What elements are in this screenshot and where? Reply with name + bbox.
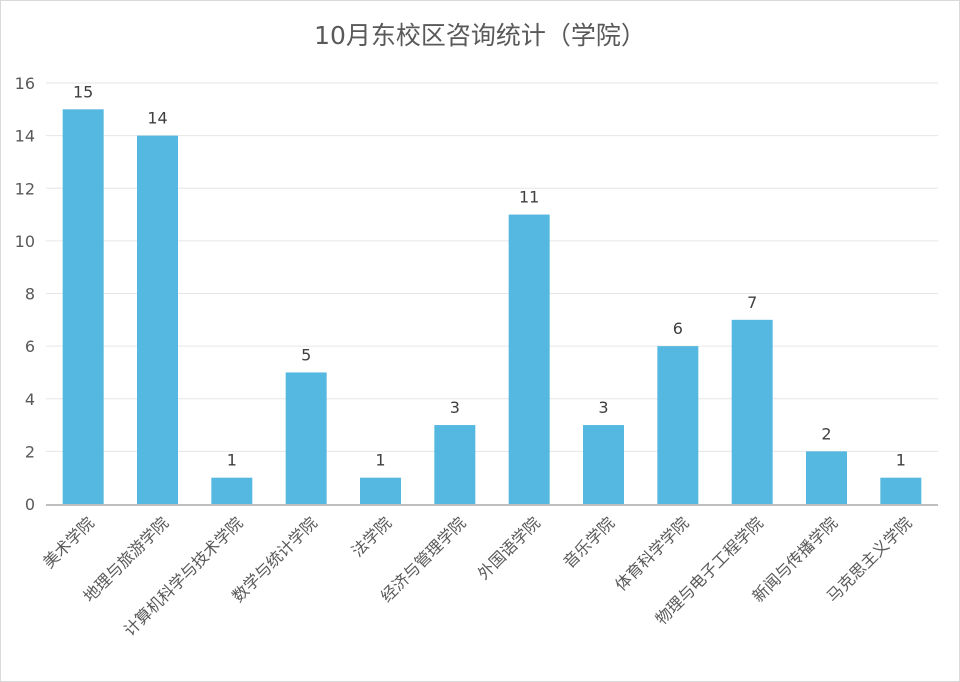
data-label: 1 bbox=[896, 451, 906, 470]
chart-title: 10月东校区咨询统计（学院） bbox=[314, 21, 646, 50]
bar bbox=[211, 477, 253, 504]
bar bbox=[360, 477, 401, 504]
bar bbox=[137, 135, 178, 504]
data-label: 6 bbox=[673, 319, 683, 338]
x-category-label: 美术学院 bbox=[39, 513, 98, 572]
gridlines bbox=[46, 82, 938, 452]
x-category-label: 体育科学学院 bbox=[611, 513, 692, 594]
y-tick-label: 16 bbox=[15, 74, 35, 93]
data-label: 1 bbox=[375, 451, 385, 470]
y-axis-ticks: 0 2 4 6 8 10 12 14 16 bbox=[15, 74, 35, 514]
x-category-label: 法学院 bbox=[348, 513, 395, 560]
bar bbox=[731, 319, 773, 504]
y-tick-label: 4 bbox=[25, 390, 35, 409]
y-tick-label: 12 bbox=[15, 179, 35, 198]
y-tick-label: 6 bbox=[25, 337, 35, 356]
data-label: 3 bbox=[450, 398, 460, 417]
bar bbox=[285, 372, 327, 504]
data-label: 1 bbox=[227, 451, 237, 470]
bar bbox=[583, 425, 624, 504]
bar bbox=[806, 451, 847, 504]
bar bbox=[657, 346, 699, 504]
data-label: 2 bbox=[821, 424, 831, 443]
data-label: 3 bbox=[598, 398, 608, 417]
bar bbox=[434, 425, 476, 504]
y-tick-label: 8 bbox=[25, 285, 35, 304]
y-tick-label: 2 bbox=[25, 442, 35, 461]
x-category-label: 音乐学院 bbox=[560, 513, 619, 572]
data-label: 11 bbox=[519, 188, 539, 207]
data-label: 5 bbox=[301, 345, 311, 364]
x-category-label: 外国语学院 bbox=[474, 513, 544, 583]
bar bbox=[508, 214, 550, 504]
y-tick-label: 10 bbox=[15, 232, 35, 251]
data-label: 7 bbox=[747, 293, 757, 312]
y-tick-label: 14 bbox=[15, 127, 35, 146]
data-label: 15 bbox=[73, 82, 93, 101]
bar bbox=[880, 477, 922, 504]
bars bbox=[62, 109, 922, 504]
data-label: 14 bbox=[147, 109, 167, 128]
bar bbox=[62, 109, 104, 504]
y-tick-label: 0 bbox=[25, 495, 35, 514]
